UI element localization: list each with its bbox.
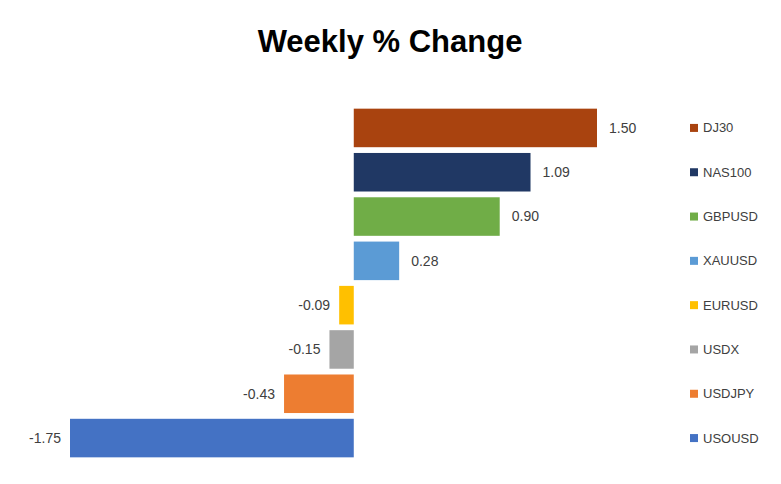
category-entry: DJ30 [690,120,733,135]
data-label: 0.90 [512,208,539,224]
category-swatch [690,345,698,353]
bar [70,419,354,458]
category-label: USDX [703,342,739,357]
category-swatch [690,390,698,398]
category-label: GBPUSD [703,209,758,224]
category-entry: XAUUSD [690,253,757,268]
chart: Weekly % Change 1.50 1.09 0.90 0.28 -0.09 -0.1… [0,0,781,484]
category-swatch [690,168,698,176]
category-label: USDJPY [703,386,755,401]
bar [354,242,399,281]
bar [354,153,531,192]
data-label: -1.75 [29,430,61,446]
bars [70,109,597,458]
category-swatch [690,124,698,132]
category-label: NAS100 [703,165,751,180]
category-label: XAUUSD [703,253,757,268]
data-label: -0.09 [298,297,330,313]
category-entry: EURUSD [690,298,758,313]
category-label: USOUSD [703,431,759,446]
category-swatch [690,434,698,442]
category-entry: USOUSD [690,431,759,446]
category-entry: USDJPY [690,386,755,401]
category-swatch [690,213,698,221]
category-entry: GBPUSD [690,209,758,224]
data-labels: 1.50 1.09 0.90 0.28 -0.09 -0.15 -0.43 -1.75 [29,120,636,446]
data-label: 1.09 [543,164,570,180]
category-swatch [690,301,698,309]
bar [329,330,353,369]
category-entry: USDX [690,342,739,357]
category-labels: DJ30 NAS100 GBPUSD XAUUSD EURUSD USDX USDJPY US… [690,120,759,445]
category-entry: NAS100 [690,165,751,180]
category-label: EURUSD [703,298,758,313]
bar [354,197,500,236]
category-label: DJ30 [703,120,733,135]
data-label: 0.28 [411,253,438,269]
data-label: 1.50 [609,120,636,136]
category-swatch [690,257,698,265]
bar [284,374,354,413]
data-label: -0.15 [289,341,321,357]
data-label: -0.43 [243,386,275,402]
bar [339,286,354,325]
title: Weekly % Change [258,24,523,59]
bar [354,109,597,148]
